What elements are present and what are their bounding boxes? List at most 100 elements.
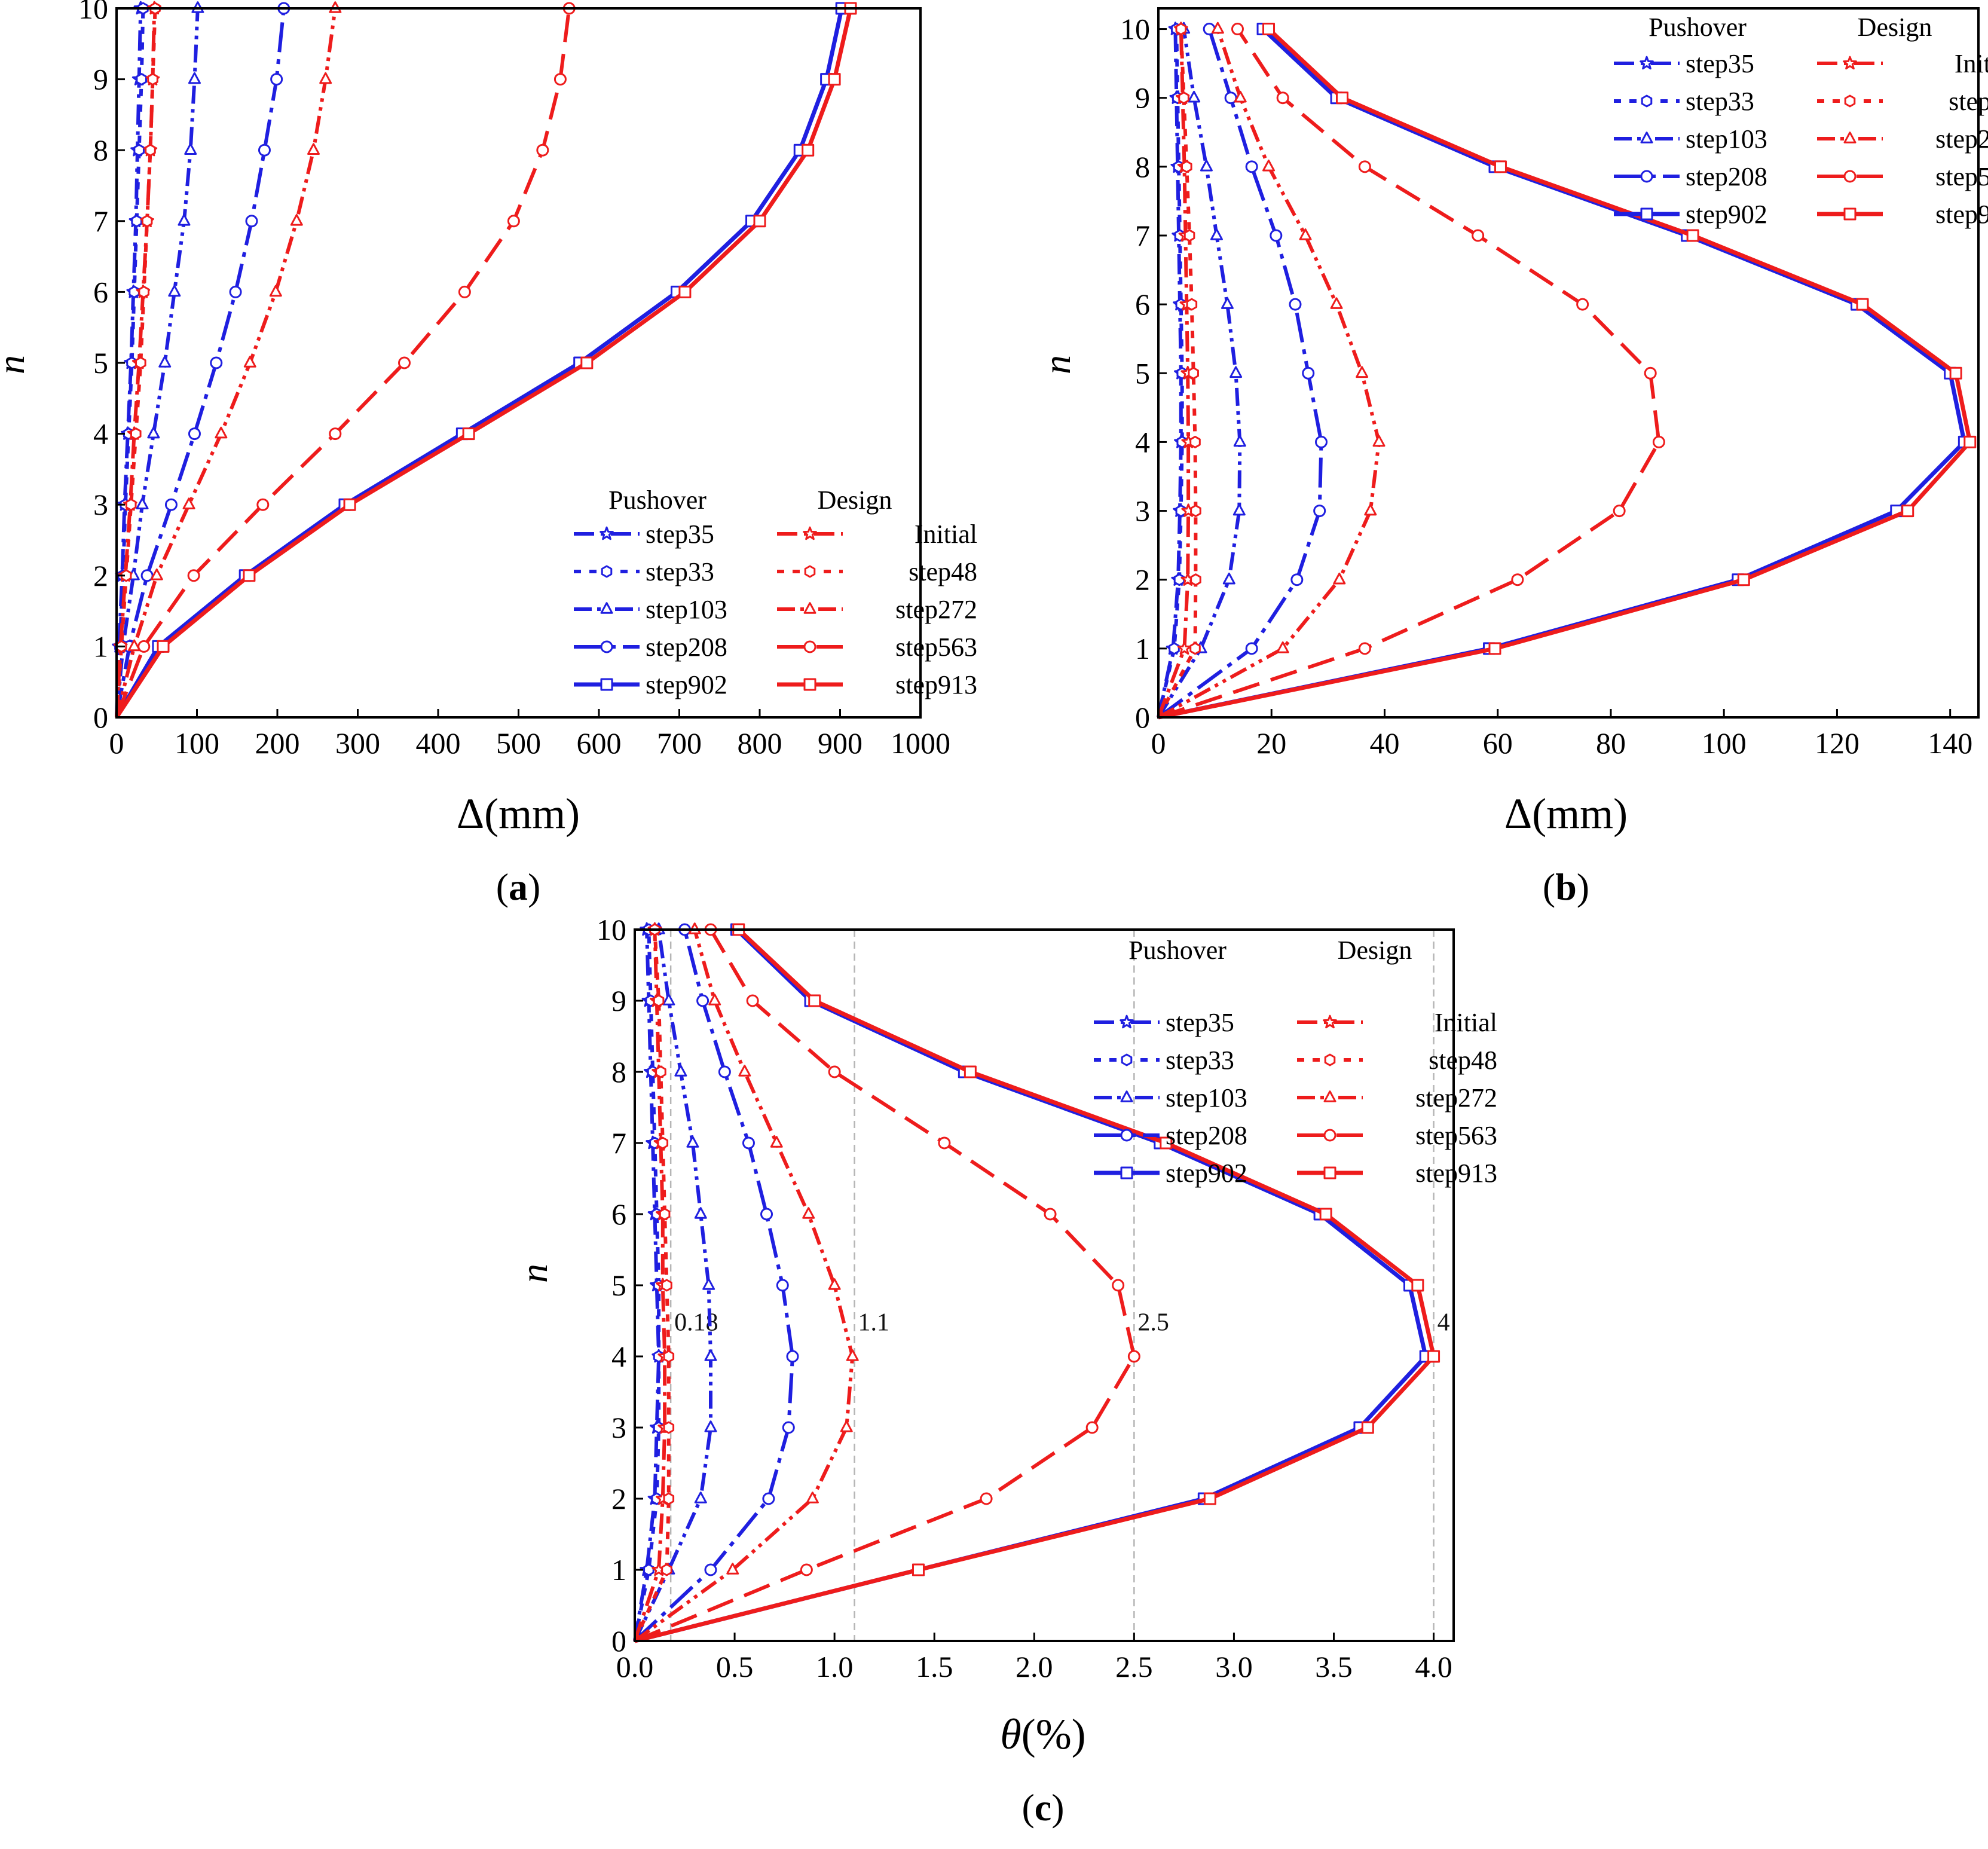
data-point-step272-8 <box>738 1065 751 1077</box>
data-point-step272-4 <box>1372 435 1386 447</box>
y-axis-label: n <box>1036 355 1078 374</box>
reference-line-label-3: 4 <box>1438 1309 1450 1337</box>
y-tick-label-3: 3 <box>1135 494 1150 528</box>
legend-entry-step103: step103 <box>574 595 727 624</box>
series-step913 <box>1158 23 1977 720</box>
data-point-step33-2 <box>1173 573 1185 586</box>
panel-caption: (c) <box>1021 1786 1064 1829</box>
legend-marker-step35 <box>1640 56 1654 70</box>
legend: Pushover Design step35 step33 step103 step208… <box>1094 936 1497 1188</box>
x-tick-label-1: 0.5 <box>716 1650 754 1683</box>
x-tick-label-8: 800 <box>738 726 782 760</box>
series-step48 <box>115 2 161 718</box>
y-tick-label-6: 6 <box>93 275 108 308</box>
legend-label-step563: step563 <box>1935 162 1988 191</box>
data-point-step208-5 <box>1302 366 1315 380</box>
data-point-step48-6 <box>1186 298 1198 311</box>
legend-heading-design: Design <box>1858 13 1932 42</box>
legend-label-step272: step272 <box>895 595 977 624</box>
data-point-step208-4 <box>188 427 201 441</box>
data-point-step208-5 <box>776 1279 789 1292</box>
data-point-step913-2 <box>1203 1492 1216 1505</box>
x-tick-label-2: 200 <box>255 726 300 760</box>
data-point-step913-5 <box>1949 366 1962 380</box>
legend-marker-step208 <box>1120 1129 1133 1142</box>
x-tick-label-0: 0 <box>109 726 124 760</box>
data-point-step48-1 <box>1189 642 1201 655</box>
series-step208 <box>115 2 290 718</box>
data-point-step48-3 <box>1190 505 1201 518</box>
legend-heading-pushover: Pushover <box>1648 13 1747 42</box>
y-tick-label-9: 9 <box>1135 81 1150 115</box>
data-point-step33-8 <box>133 143 145 157</box>
legend-label-step563: step563 <box>1415 1121 1497 1150</box>
data-point-step103-4 <box>1233 435 1246 447</box>
legend-marker-step272 <box>1323 1090 1336 1102</box>
data-point-step272-9 <box>319 72 332 84</box>
data-point-step103-5 <box>702 1278 715 1290</box>
y-tick-label-8: 8 <box>1135 150 1150 184</box>
data-point-step103-8 <box>1200 159 1213 172</box>
data-point-step913-9 <box>828 73 841 86</box>
legend-entry-step33: step33 <box>1094 1046 1234 1075</box>
legend-label-step48: step48 <box>1429 1046 1497 1075</box>
x-tick-label-6: 120 <box>1815 726 1859 760</box>
data-point-step33-1 <box>643 1563 654 1576</box>
legend-entry-step902: step902 <box>574 670 727 699</box>
data-point-step272-1 <box>128 639 141 652</box>
legend-label-step913: step913 <box>1415 1159 1497 1188</box>
x-tick-label-6: 600 <box>577 726 622 760</box>
legend-label-initial: Initial <box>1955 49 1988 78</box>
legend-label-step563: step563 <box>895 632 977 662</box>
y-tick-label-4: 4 <box>93 417 108 451</box>
legend-label-step103: step103 <box>1686 124 1767 154</box>
x-tick-label-4: 2.0 <box>1016 1650 1053 1683</box>
data-point-step272-4 <box>215 426 228 439</box>
data-point-step103-3 <box>136 497 149 509</box>
y-tick-label-4: 4 <box>1135 425 1150 459</box>
legend-marker-step48 <box>804 565 816 578</box>
data-point-step563-9 <box>553 73 567 86</box>
legend-entry-step48: step48 <box>777 557 977 586</box>
y-tick-label-9: 9 <box>93 63 108 96</box>
series-line-initial <box>633 929 667 1642</box>
data-point-step563-1 <box>800 1563 813 1576</box>
x-tick-label-4: 80 <box>1596 726 1626 760</box>
data-point-step563-4 <box>329 427 342 441</box>
x-tick-label-5: 2.5 <box>1115 1650 1153 1683</box>
data-point-step103-8 <box>184 143 197 155</box>
panel-caption: (a) <box>496 866 541 908</box>
data-point-step272-6 <box>1330 297 1343 309</box>
x-tick-label-6: 3.0 <box>1215 1650 1253 1683</box>
y-tick-label-9: 9 <box>611 984 626 1017</box>
legend-marker-step33 <box>601 565 613 578</box>
data-point-step103-4 <box>147 426 160 439</box>
data-point-step272-2 <box>806 1492 819 1503</box>
legend-entry-step35: step35 <box>1614 49 1754 78</box>
legend-entry-step103: step103 <box>1614 124 1767 154</box>
legend-heading-design: Design <box>1338 936 1412 965</box>
data-point-step48-6 <box>138 285 150 298</box>
data-point-step208-7 <box>1270 229 1283 242</box>
data-point-step48-4 <box>663 1350 675 1363</box>
data-point-step563-6 <box>458 285 471 298</box>
x-tick-label-5: 500 <box>496 726 541 760</box>
panel-a: 0 100 200 300 400 500 600 700 800 900 1000 0 1 2 3 4 5 6 7… <box>0 0 977 908</box>
x-tick-label-0: 0.0 <box>616 1650 654 1683</box>
data-point-step103-8 <box>674 1065 687 1077</box>
data-point-step563-2 <box>187 569 200 582</box>
data-point-step272-6 <box>802 1207 815 1219</box>
data-point-step48-1 <box>661 1563 672 1576</box>
data-point-step272-1 <box>726 1563 739 1575</box>
data-point-step103-9 <box>188 72 201 84</box>
data-point-step913-8 <box>1494 160 1507 173</box>
data-point-step208-3 <box>164 498 178 511</box>
data-point-step913-8 <box>802 143 815 157</box>
y-tick-label-8: 8 <box>611 1055 626 1089</box>
data-point-step913-3 <box>1901 505 1914 518</box>
data-point-step208-1 <box>704 1563 717 1576</box>
data-point-step563-7 <box>507 215 520 228</box>
legend-label-initial: Initial <box>1435 1008 1497 1037</box>
legend-entry-step272: step272 <box>777 595 977 624</box>
